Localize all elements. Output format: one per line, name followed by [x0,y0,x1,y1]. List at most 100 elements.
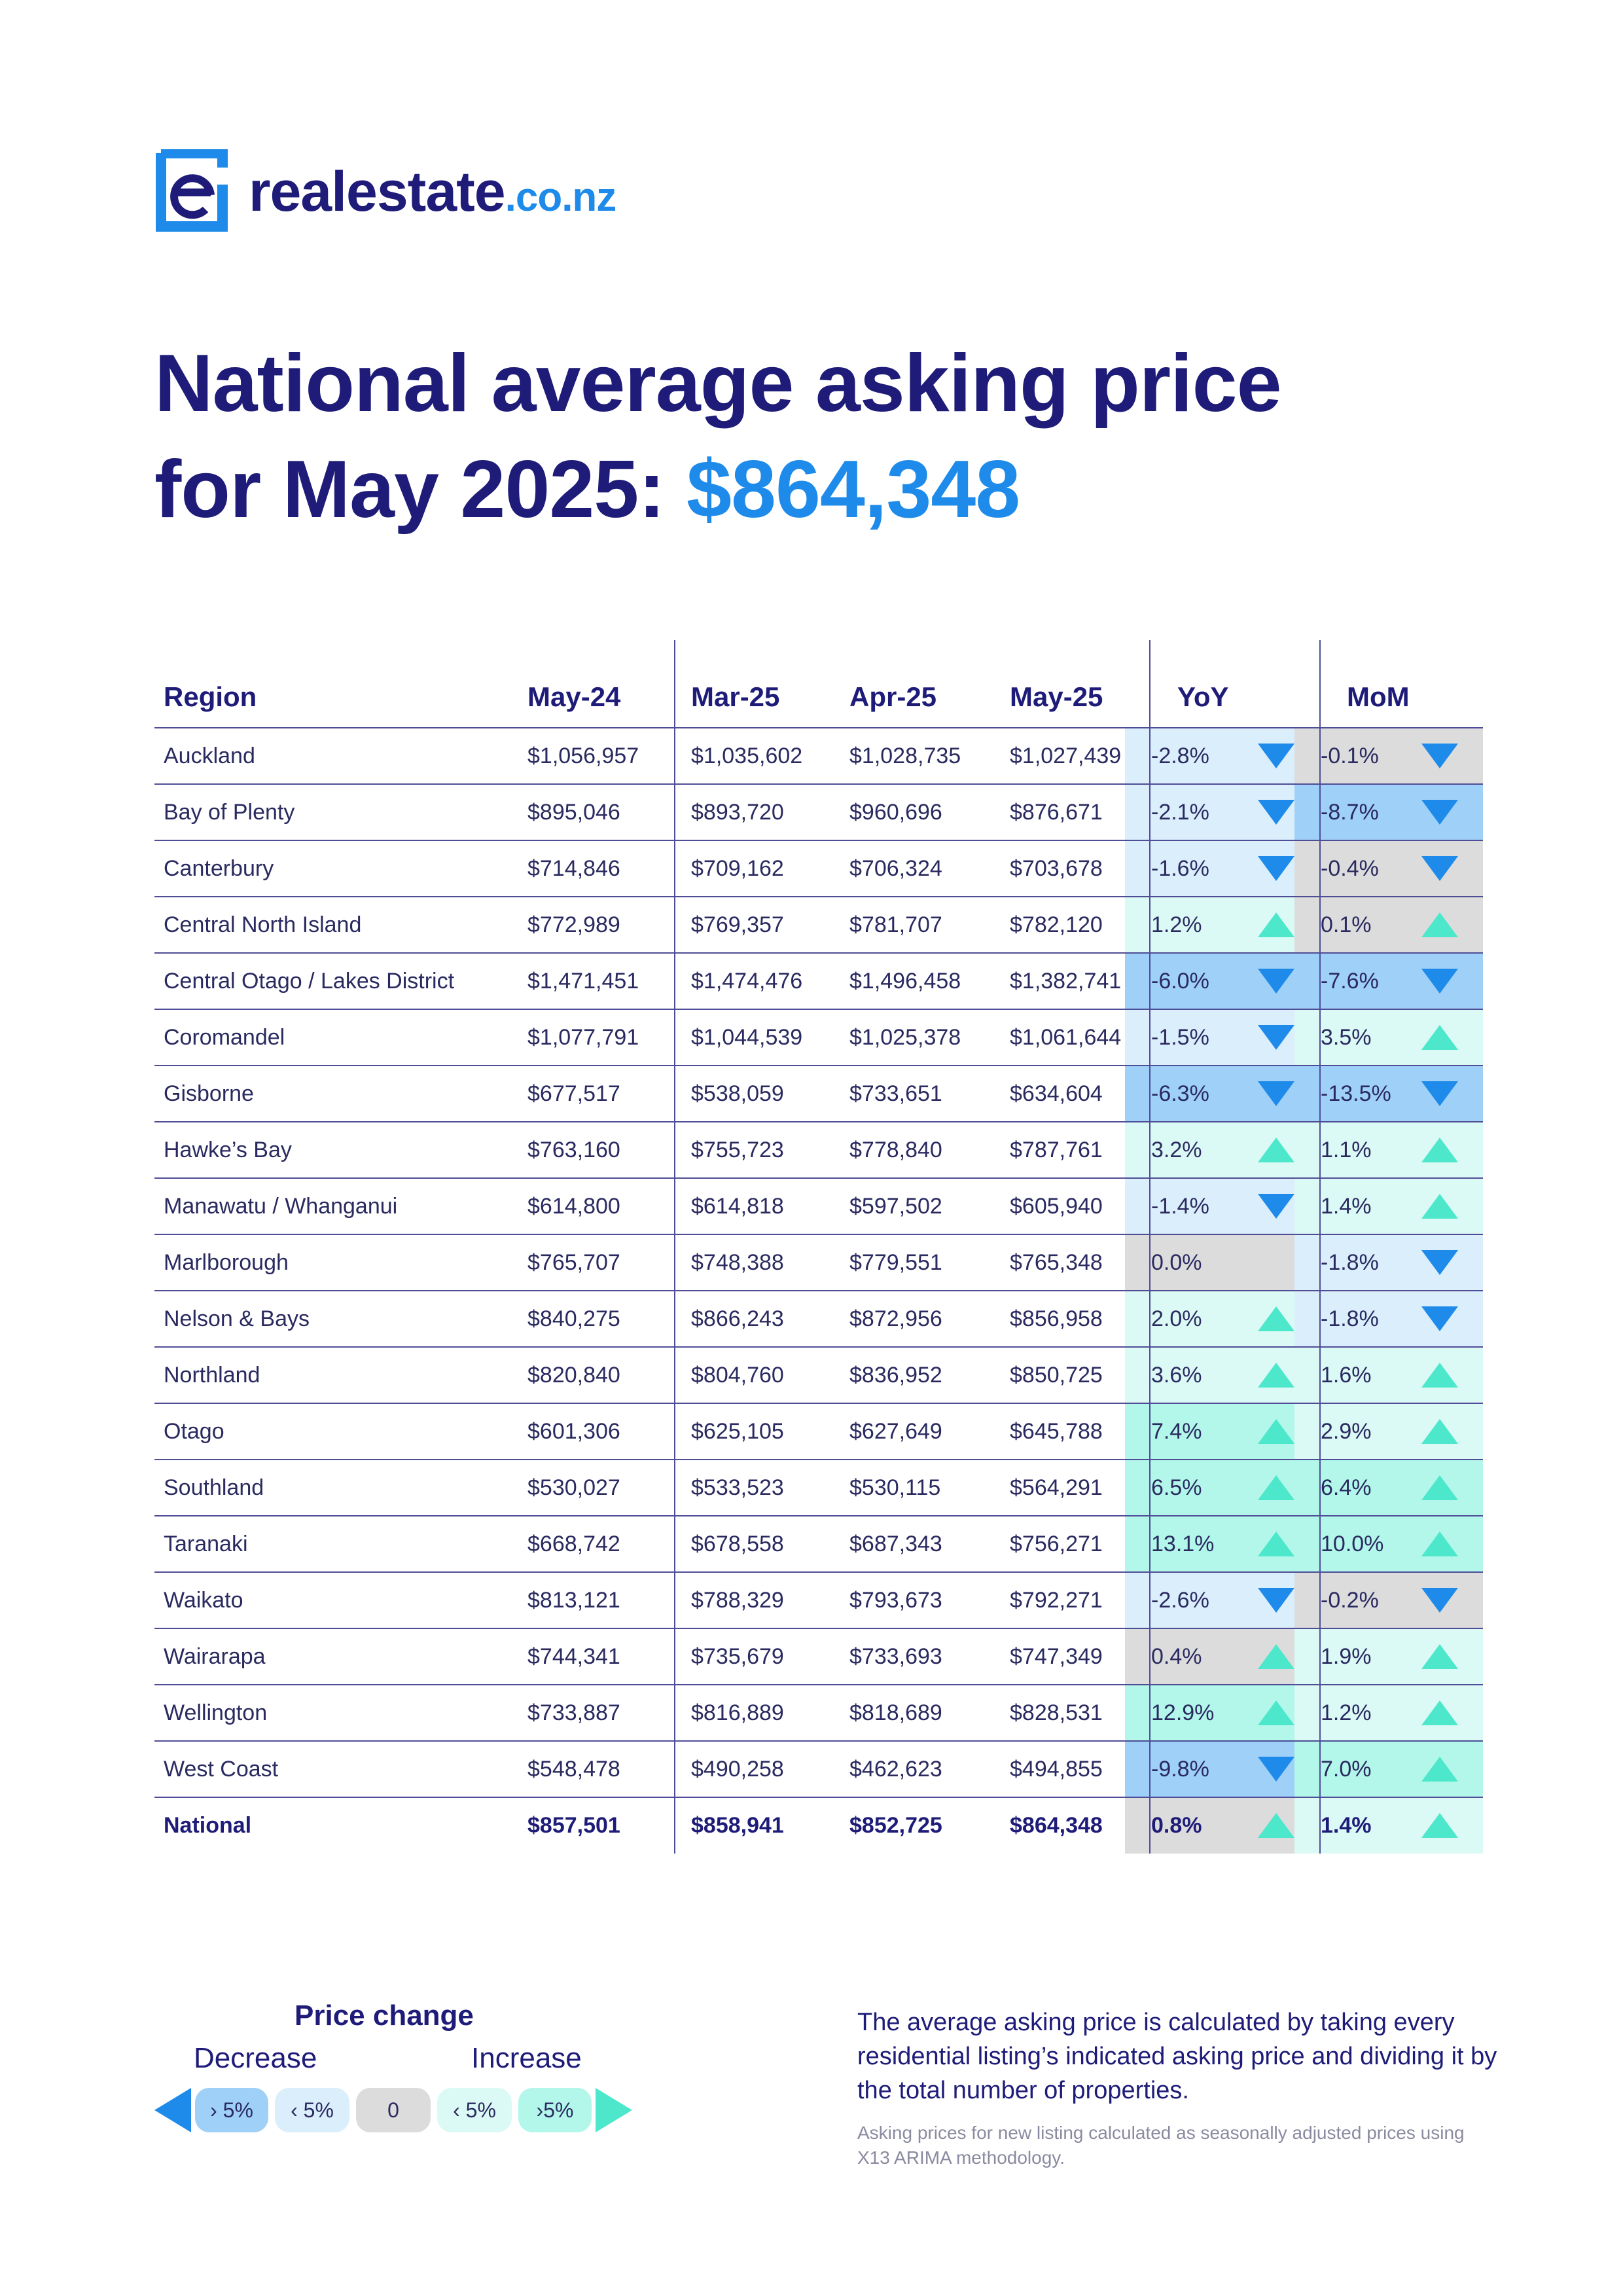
up-arrow-icon [1421,1419,1458,1444]
cell-apr-25: $1,025,378 [849,1009,1003,1066]
legend-pill-neutral: 0 [356,2088,431,2132]
row-divider [154,1403,1483,1404]
down-arrow-icon [1258,969,1294,994]
value-mom: 1.1% [1321,1137,1372,1162]
cell-mom: -13.5% [1294,1066,1483,1122]
up-arrow-icon [1258,1475,1294,1500]
up-arrow-icon [1258,1306,1294,1331]
value-yoy: 3.2% [1151,1137,1202,1162]
down-arrow-icon [1258,1194,1294,1219]
legend-pill-strong-decrease: › 5% [195,2088,268,2132]
row-divider [154,840,1483,841]
value-mom: -0.4% [1321,855,1379,881]
cell-apr-25: $960,696 [849,784,1003,840]
cell-region: West Coast [164,1741,517,1797]
value-may-24: $714,846 [527,855,620,881]
down-arrow-icon [1421,1081,1458,1106]
value-yoy: 0.0% [1151,1249,1202,1275]
value-mar-25: $755,723 [691,1137,784,1162]
table-row: Coromandel $1,077,791 $1,044,539 $1,025,378… [154,1009,1483,1066]
cell-apr-25: $852,725 [849,1797,1003,1854]
value-apr-25: $1,028,735 [849,743,961,768]
value-mom: 1.4% [1321,1193,1372,1219]
cell-apr-25: $462,623 [849,1741,1003,1797]
cell-may-24: $530,027 [527,1460,685,1516]
value-yoy: 0.4% [1151,1643,1202,1669]
value-mom: 2.9% [1321,1418,1372,1444]
cell-region: Hawke’s Bay [164,1122,517,1178]
down-arrow-icon [1421,1250,1458,1275]
legend-pill-increase: ‹ 5% [437,2088,512,2132]
row-divider [154,1177,1483,1179]
cell-may-24: $820,840 [527,1347,685,1403]
up-arrow-icon [1421,1644,1458,1669]
cell-may-25: $828,531 [1010,1685,1147,1741]
cell-yoy: -6.0% [1125,953,1319,1009]
cell-region: Otago [164,1403,517,1460]
header-mom: MoM [1347,681,1410,712]
title-line-2: for May 2025: [154,444,666,535]
down-arrow-icon [1258,1081,1294,1106]
header-yoy: YoY [1177,681,1229,712]
cell-may-24: $668,742 [527,1516,685,1572]
value-region: Canterbury [164,855,274,881]
cell-may-25: $747,349 [1010,1628,1147,1685]
cell-region: Central North Island [164,897,517,953]
value-may-24: $763,160 [527,1137,620,1162]
value-mar-25: $1,474,476 [691,968,803,994]
table-row: Waikato $813,121 $788,329 $793,673 $792,271 -… [154,1572,1483,1628]
table-row: Gisborne $677,517 $538,059 $733,651 $634,604… [154,1066,1483,1122]
down-arrow-icon [1421,856,1458,881]
value-apr-25: $1,025,378 [849,1024,961,1050]
value-may-24: $733,887 [527,1700,620,1725]
value-yoy: 7.4% [1151,1418,1202,1444]
table-row: Northland $820,840 $804,760 $836,952 $850,72… [154,1347,1483,1403]
table-row: Bay of Plenty $895,046 $893,720 $960,696 $87… [154,784,1483,840]
up-arrow-icon [1421,1700,1458,1725]
value-may-25: $782,120 [1010,912,1103,937]
cell-yoy: -2.8% [1125,728,1319,784]
cell-may-25: $876,671 [1010,784,1147,840]
cell-mar-25: $490,258 [691,1741,842,1797]
methodology-footnote: Asking prices for new listing calculated… [857,2123,1465,2168]
value-yoy: -2.8% [1151,743,1209,768]
up-arrow-icon [1258,1644,1294,1669]
cell-yoy: 2.0% [1125,1291,1319,1347]
cell-mom: 1.4% [1294,1797,1483,1854]
value-may-24: $840,275 [527,1306,620,1331]
value-mar-25: $625,105 [691,1418,784,1444]
cell-apr-25: $627,649 [849,1403,1003,1460]
value-mom: -13.5% [1321,1081,1391,1106]
up-arrow-icon [1258,1700,1294,1725]
cell-region: Nelson & Bays [164,1291,517,1347]
value-may-25: $850,725 [1010,1362,1103,1388]
value-may-24: $857,501 [527,1812,620,1838]
cell-region: Coromandel [164,1009,517,1066]
cell-may-24: $895,046 [527,784,685,840]
cell-apr-25: $597,502 [849,1178,1003,1234]
value-may-25: $876,671 [1010,799,1103,825]
value-region: Gisborne [164,1081,254,1106]
cell-apr-25: $872,956 [849,1291,1003,1347]
cell-apr-25: $706,324 [849,840,1003,897]
value-mar-25: $816,889 [691,1700,784,1725]
cell-apr-25: $779,551 [849,1234,1003,1291]
value-apr-25: $1,496,458 [849,968,961,994]
value-may-24: $668,742 [527,1531,620,1556]
value-apr-25: $781,707 [849,912,942,937]
brand-logo: realestate.co.nz [154,149,616,234]
cell-region: Central Otago / Lakes District [164,953,517,1009]
cell-yoy: -9.8% [1125,1741,1319,1797]
cell-may-24: $1,077,791 [527,1009,685,1066]
value-mom: 1.9% [1321,1643,1372,1669]
row-divider [154,1065,1483,1066]
row-divider [154,952,1483,954]
value-may-25: $747,349 [1010,1643,1103,1669]
value-region: Otago [164,1418,224,1444]
header-may-25: May-25 [1010,681,1103,712]
value-may-24: $765,707 [527,1249,620,1275]
row-divider [154,1290,1483,1291]
cell-region: Marlborough [164,1234,517,1291]
cell-apr-25: $818,689 [849,1685,1003,1741]
value-may-24: $1,471,451 [527,968,639,994]
